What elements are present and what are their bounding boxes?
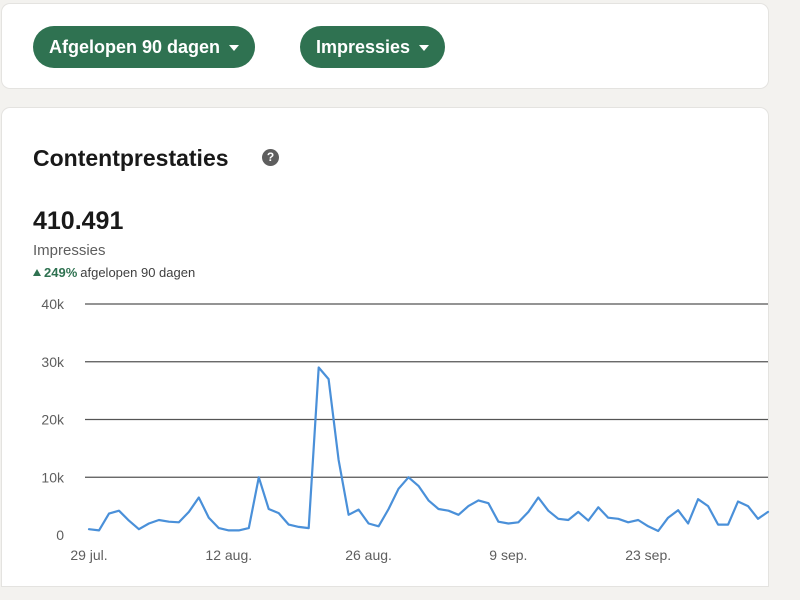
data-point [496, 519, 501, 524]
data-point [686, 521, 691, 526]
data-point [406, 475, 411, 480]
x-tick-label: 9 sep. [489, 547, 527, 563]
data-point [606, 515, 611, 520]
data-point [586, 518, 591, 523]
data-point [706, 504, 711, 509]
data-point [176, 520, 181, 525]
data-point [466, 504, 471, 509]
data-point [426, 498, 431, 503]
data-point [596, 505, 601, 510]
data-point [256, 475, 261, 480]
data-point [356, 507, 361, 512]
data-point [236, 528, 241, 533]
data-point [736, 499, 741, 504]
metric-change: 249% afgelopen 90 dagen [33, 265, 195, 280]
data-point [366, 521, 371, 526]
data-point [536, 495, 541, 500]
data-point [306, 526, 311, 531]
metric-value: 410.491 [33, 207, 124, 235]
data-point [226, 528, 231, 533]
data-point [416, 483, 421, 488]
data-point [656, 528, 661, 533]
data-point [286, 522, 291, 527]
data-point [166, 519, 171, 524]
x-tick-label: 29 jul. [70, 547, 107, 563]
data-point [436, 507, 441, 512]
data-point [106, 511, 111, 516]
data-point [576, 509, 581, 514]
data-point [136, 527, 141, 532]
data-point [636, 517, 641, 522]
metric-dropdown[interactable]: Impressies [300, 26, 446, 68]
y-tick-label: 0 [56, 527, 64, 543]
y-tick-label: 20k [41, 412, 65, 428]
data-point [196, 495, 201, 500]
data-point [116, 508, 121, 513]
data-point [646, 524, 651, 529]
data-point [746, 504, 751, 509]
data-point [726, 522, 731, 527]
metric-label: Impressies [33, 242, 106, 259]
data-point [156, 517, 161, 522]
data-point [566, 517, 571, 522]
data-point [296, 524, 301, 529]
data-point [386, 507, 391, 512]
impressions-series-line [87, 366, 770, 533]
data-point [216, 526, 221, 531]
data-point [456, 512, 461, 517]
x-tick-label: 26 aug. [345, 547, 392, 563]
x-tick-label: 23 sep. [625, 547, 671, 563]
metric-dropdown-label: Impressies [316, 36, 411, 57]
data-point [186, 509, 191, 514]
data-point [626, 520, 631, 525]
y-tick-label: 40k [41, 296, 65, 312]
y-tick-label: 30k [41, 354, 65, 370]
data-point [396, 486, 401, 491]
data-point [336, 457, 341, 462]
data-point [126, 518, 131, 523]
x-tick-label: 12 aug. [205, 547, 252, 563]
caret-down-icon [229, 45, 240, 51]
content-performance-card: Contentprestaties ? 410.491 Impressies 2… [2, 108, 768, 586]
change-percentage: 249% [44, 265, 78, 280]
data-point [476, 498, 481, 503]
data-point [276, 511, 281, 516]
data-point [756, 516, 761, 521]
trend-up-icon [33, 269, 41, 276]
filter-bar: Afgelopen 90 dagen Impressies [2, 4, 768, 88]
data-point [246, 526, 251, 531]
section-title: Contentprestaties [33, 145, 229, 171]
data-point [506, 521, 511, 526]
data-point [206, 515, 211, 520]
caret-down-icon [419, 45, 430, 51]
data-point [546, 508, 551, 513]
data-point [486, 501, 491, 506]
data-point [666, 515, 671, 520]
data-point [676, 508, 681, 513]
y-tick-label: 10k [41, 469, 65, 485]
data-point [446, 508, 451, 513]
data-point [266, 507, 271, 512]
period-dropdown-label: Afgelopen 90 dagen [49, 36, 221, 57]
data-point [766, 509, 771, 514]
data-point [616, 516, 621, 521]
data-point [146, 521, 151, 526]
data-point [516, 520, 521, 525]
data-point [346, 512, 351, 517]
data-point [87, 527, 92, 532]
data-point [696, 497, 701, 502]
data-point [96, 528, 101, 533]
data-point [716, 522, 721, 527]
period-dropdown[interactable]: Afgelopen 90 dagen [33, 26, 256, 68]
data-point [326, 377, 331, 382]
data-point [316, 365, 321, 370]
data-point [556, 516, 561, 521]
data-point [526, 509, 531, 514]
data-point [376, 524, 381, 529]
change-period-text: afgelopen 90 dagen [80, 265, 196, 280]
question-circle-icon[interactable]: ? [262, 149, 279, 166]
